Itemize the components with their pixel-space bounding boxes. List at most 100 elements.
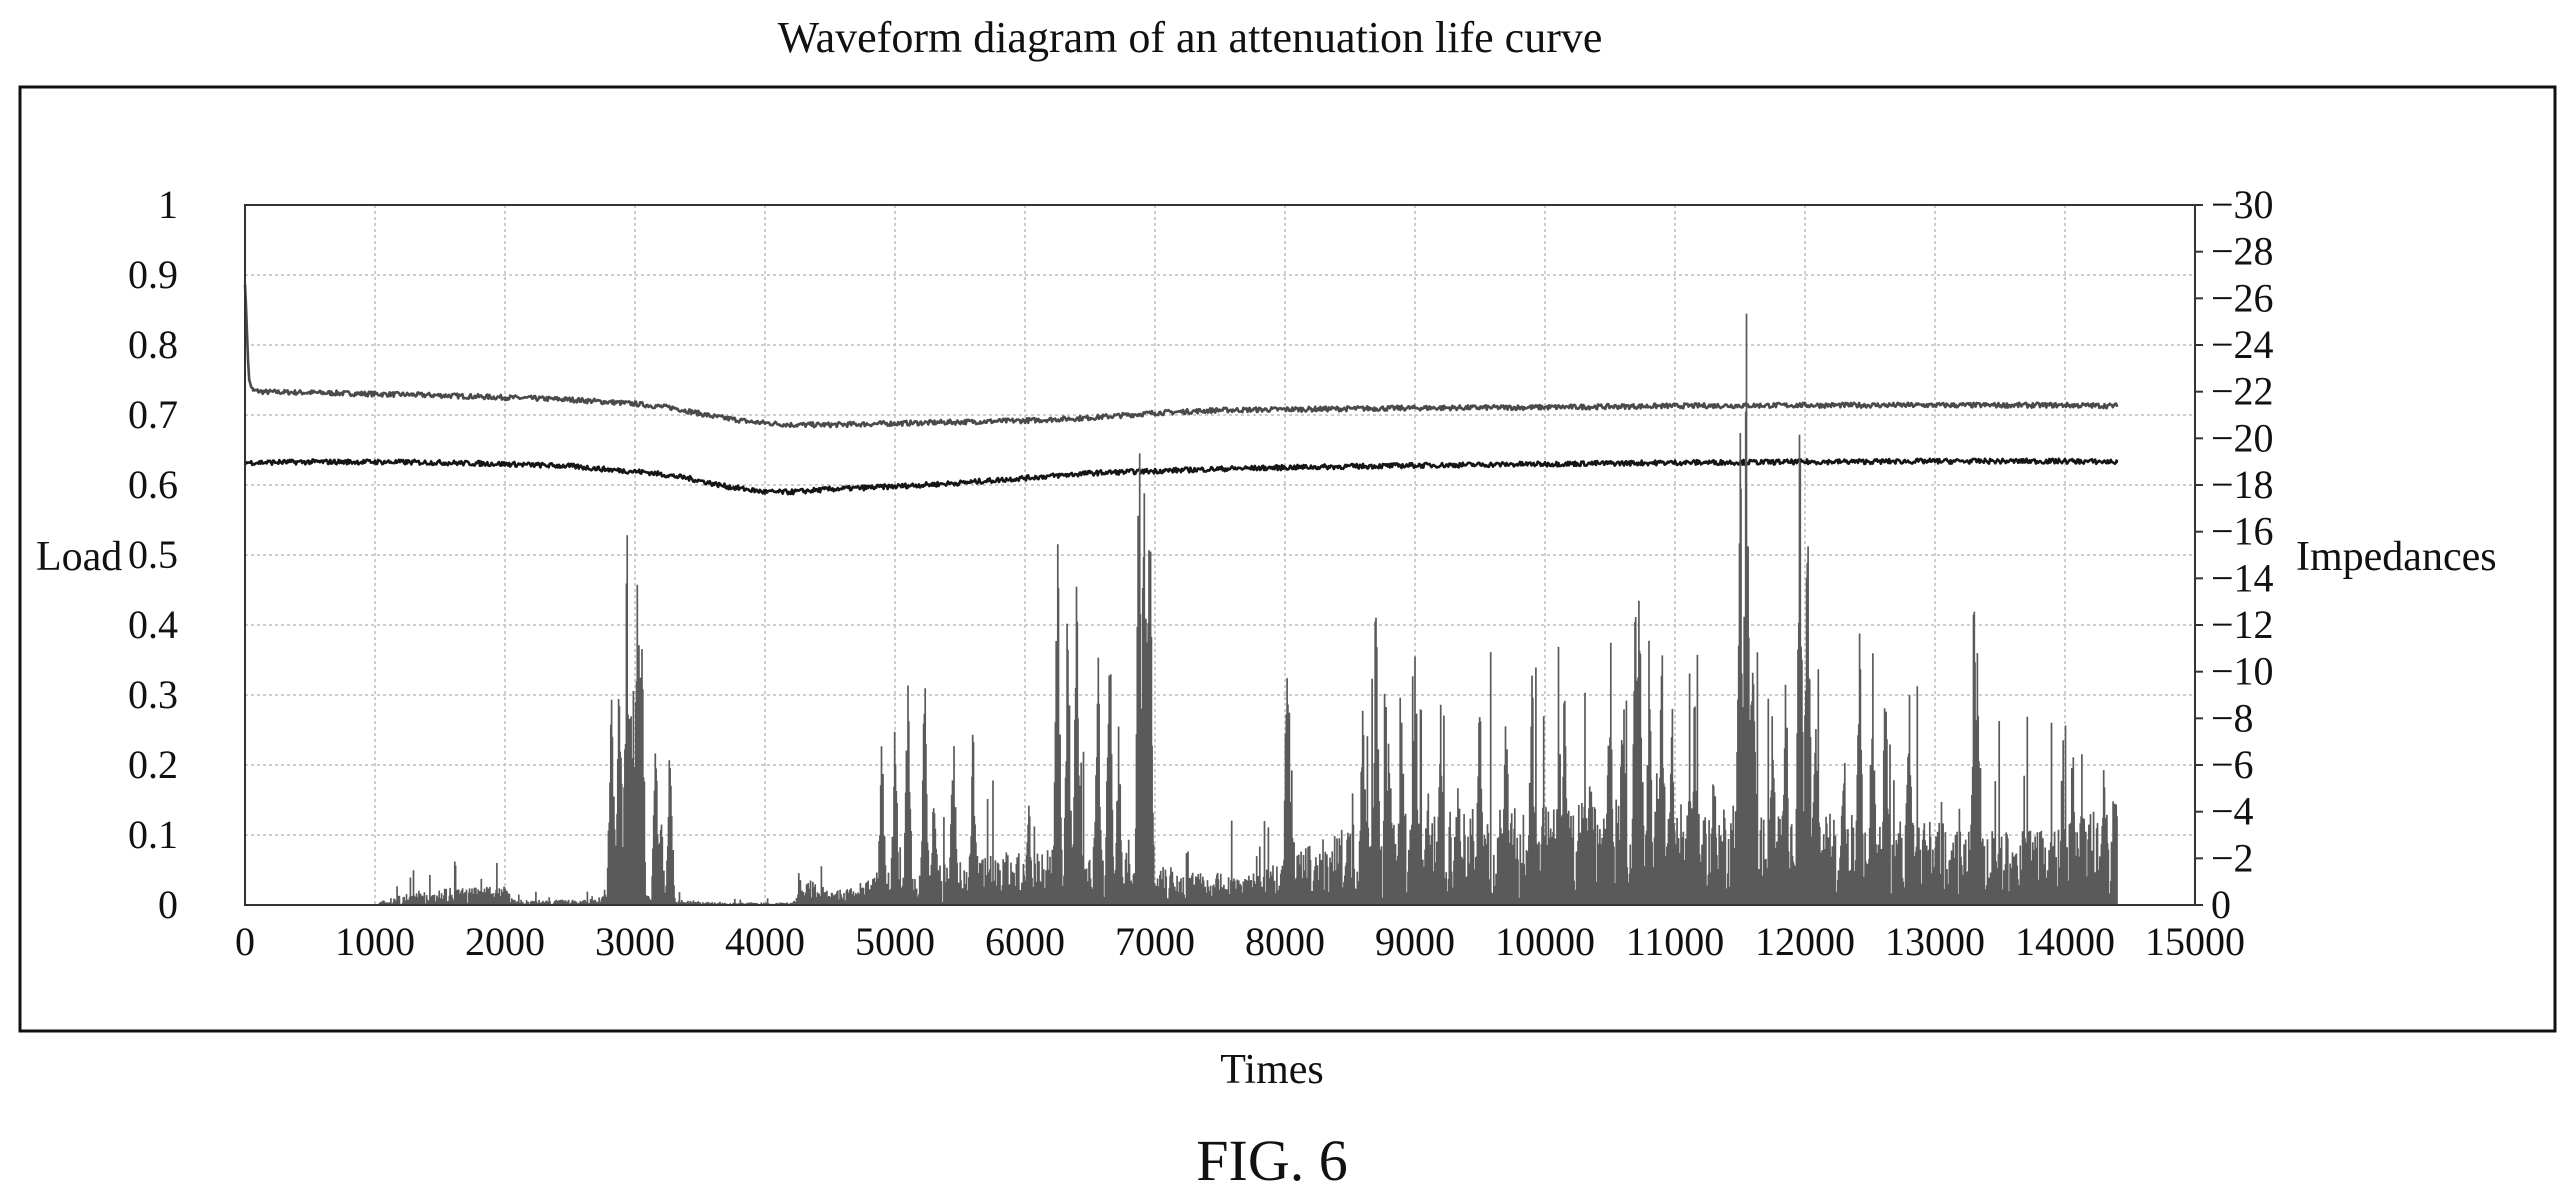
series-1-point bbox=[893, 422, 897, 425]
y2-tick-label: 0 bbox=[2211, 882, 2231, 927]
y-tick-label: 0.1 bbox=[128, 812, 178, 857]
series-1-point bbox=[1023, 419, 1027, 422]
series-1-point bbox=[373, 392, 377, 396]
y-tick-label: 0.7 bbox=[128, 392, 178, 437]
series-1-point bbox=[958, 420, 962, 424]
series-2-point bbox=[1153, 469, 1157, 473]
x-tick-label: 13000 bbox=[1885, 919, 1985, 964]
x-tick-label: 8000 bbox=[1245, 919, 1325, 964]
x-axis-ticks: 0 1000 2000 3000 4000 5000 6000 7000 8000 9000 100… bbox=[235, 919, 2245, 964]
series-2-point bbox=[1023, 476, 1027, 480]
y-axis-ticks: 0 0.1 0.2 0.3 0.4 0.5 0.6 0.7 0.8 0.9 1 bbox=[128, 182, 178, 927]
series-1-point bbox=[263, 390, 266, 394]
y-tick-label: 0.4 bbox=[128, 602, 178, 647]
series-1-point bbox=[711, 415, 715, 418]
series-2-point bbox=[1803, 460, 1807, 464]
series-2-point bbox=[1543, 462, 1547, 466]
series-2-point bbox=[828, 488, 832, 491]
series-2-point bbox=[607, 468, 611, 471]
x-tick-label: 12000 bbox=[1755, 919, 1855, 964]
x-tick-label: 3000 bbox=[595, 919, 675, 964]
x-tick-label: 11000 bbox=[1626, 919, 1725, 964]
series-1-point bbox=[308, 391, 312, 394]
series-1-point bbox=[2115, 404, 2119, 408]
y2-tick-label: −10 bbox=[2211, 649, 2274, 694]
figure-caption: FIG. 6 bbox=[1196, 1128, 1347, 1193]
x-tick-label: 7000 bbox=[1115, 919, 1195, 964]
series-2-point bbox=[503, 462, 507, 466]
series-1-point bbox=[247, 378, 251, 382]
y2-tick-label: −2 bbox=[2211, 835, 2254, 880]
y-tick-label: 0.6 bbox=[128, 462, 178, 507]
y2-tick-label: −28 bbox=[2211, 229, 2274, 274]
series-2-point bbox=[568, 464, 572, 468]
y2-tick-label: −4 bbox=[2211, 789, 2254, 834]
series-group bbox=[243, 280, 2119, 905]
series-1-point bbox=[828, 423, 832, 426]
y2-tick-label: −18 bbox=[2211, 462, 2274, 507]
chart-frame bbox=[18, 85, 2557, 1033]
y2-tick-label: −16 bbox=[2211, 509, 2274, 554]
series-1-point bbox=[750, 420, 754, 424]
series-1-point bbox=[2063, 404, 2067, 407]
series-1-point bbox=[789, 423, 793, 426]
series-2-point bbox=[373, 460, 377, 464]
series-1-point bbox=[1153, 411, 1157, 415]
series-1-point bbox=[438, 394, 442, 397]
series-1-point bbox=[633, 402, 637, 405]
x-tick-label: 2000 bbox=[465, 919, 545, 964]
series-2-point bbox=[2063, 460, 2067, 463]
series-1-point bbox=[1413, 406, 1417, 410]
series-2-point bbox=[1673, 461, 1677, 464]
y2-tick-label: −12 bbox=[2211, 602, 2274, 647]
series-3-line bbox=[374, 313, 2118, 905]
y2-tick-label: −20 bbox=[2211, 415, 2274, 460]
series-2-point bbox=[1283, 466, 1287, 469]
y-tick-label: 0.5 bbox=[128, 532, 178, 577]
y2-axis-label: Impedances bbox=[2296, 534, 2497, 580]
series-2-point bbox=[1088, 471, 1092, 475]
y-tick-label: 0 bbox=[158, 882, 178, 927]
series-2-point bbox=[1413, 464, 1417, 467]
series-2-point bbox=[2115, 460, 2119, 464]
y2-axis-ticks: 0−2−4−6−8−10−12−14−16−18−20−22−24−26−28−… bbox=[2195, 182, 2274, 927]
y2-tick-label: −30 bbox=[2211, 182, 2274, 227]
y2-tick-label: −8 bbox=[2211, 695, 2254, 740]
y2-tick-label: −24 bbox=[2211, 322, 2274, 367]
y-tick-label: 0.2 bbox=[128, 742, 178, 787]
series-1-point bbox=[1218, 408, 1222, 412]
y2-tick-label: −26 bbox=[2211, 275, 2274, 320]
series-1-point bbox=[1283, 408, 1287, 411]
chart-title: Waveform diagram of an attenuation life … bbox=[778, 13, 1603, 62]
series-2-point bbox=[1218, 467, 1222, 471]
x-tick-label: 1000 bbox=[335, 919, 415, 964]
plot-area-border bbox=[244, 204, 2196, 906]
series-1-point bbox=[251, 389, 254, 392]
series-1-point bbox=[1803, 404, 1807, 407]
gridlines bbox=[244, 204, 2196, 906]
y-tick-label: 0.8 bbox=[128, 322, 178, 367]
series-1-line bbox=[243, 284, 2119, 429]
y2-tick-label: −22 bbox=[2211, 369, 2274, 414]
series-1-point bbox=[1673, 404, 1677, 408]
x-tick-label: 15000 bbox=[2145, 919, 2245, 964]
series-2-line bbox=[243, 457, 2119, 496]
x-tick-label: 6000 bbox=[985, 919, 1065, 964]
series-1-point bbox=[1933, 404, 1937, 407]
y-tick-label: 1 bbox=[158, 182, 178, 227]
series-1-point bbox=[568, 398, 572, 401]
x-tick-label: 10000 bbox=[1495, 919, 1595, 964]
series-2-point bbox=[685, 476, 689, 480]
series-1-point bbox=[1088, 416, 1092, 419]
y-tick-label: 0.9 bbox=[128, 252, 178, 297]
series-2-point bbox=[763, 490, 767, 494]
series-2-point bbox=[1933, 460, 1937, 463]
series-2-point bbox=[646, 471, 650, 474]
series-1-point bbox=[672, 406, 676, 410]
series-2-point bbox=[438, 461, 442, 464]
y2-tick-label: −14 bbox=[2211, 555, 2274, 600]
x-tick-label: 14000 bbox=[2015, 919, 2115, 964]
series-1-point bbox=[503, 396, 507, 399]
